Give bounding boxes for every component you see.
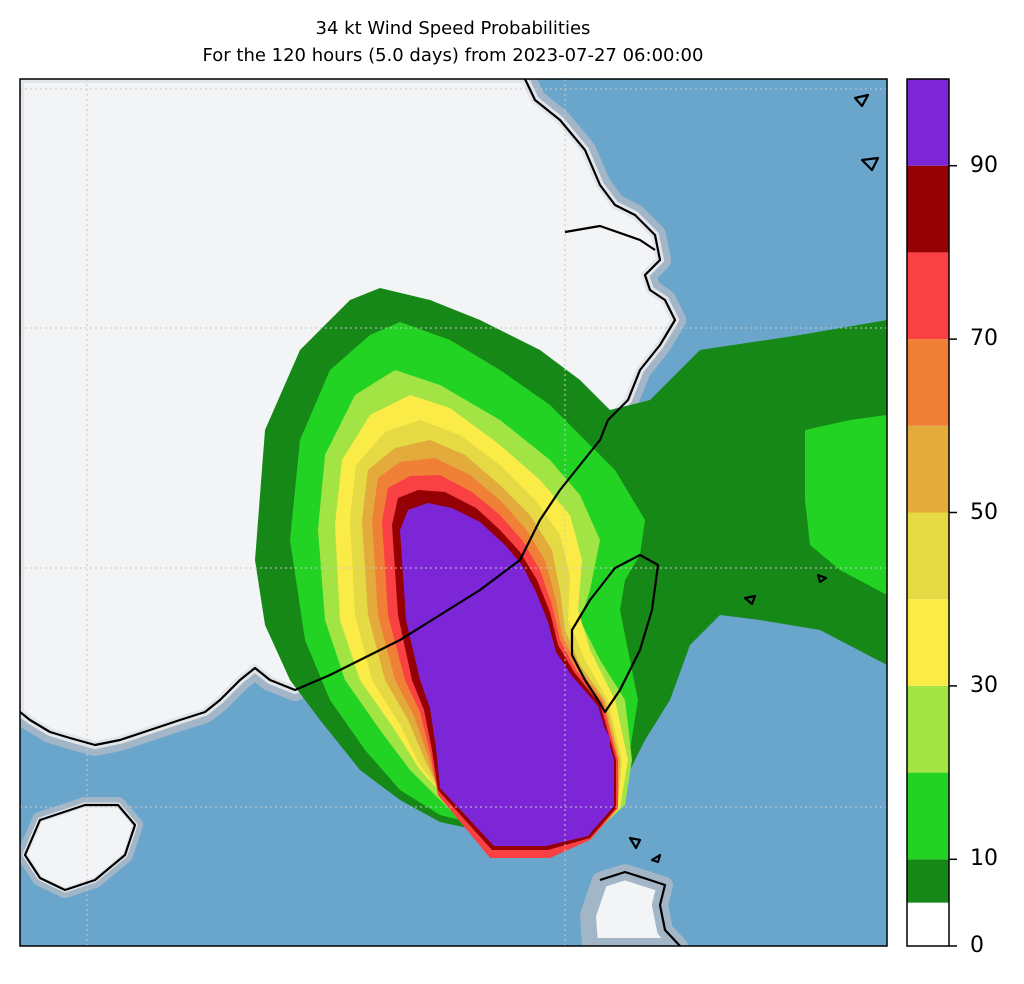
taiwan-coastline (570, 553, 660, 714)
colorbar-segment-50 (907, 425, 949, 513)
colorbar-segment-80 (907, 165, 949, 253)
colorbar-tick-label: 10 (970, 846, 998, 872)
coastlines (20, 79, 880, 946)
colorbar-tick-label: 0 (970, 933, 984, 958)
colorbar-ticks (949, 164, 957, 947)
colorbar-tick-label: 90 (970, 152, 998, 178)
colorbar-tick-label: 70 (970, 326, 998, 352)
colorbar-segment-20 (907, 685, 949, 773)
map-frame (19, 78, 888, 947)
luzon-island (580, 864, 688, 946)
colorbar-tick-label: 30 (970, 672, 998, 698)
colorbar (907, 79, 949, 946)
colorbar-segment-70 (907, 252, 949, 340)
colorbar-segment-5 (907, 859, 949, 903)
colorbar-segment-60 (907, 339, 949, 426)
colorbar-segment-90 (907, 79, 949, 166)
contour-band-east-10 (805, 415, 887, 595)
colorbar-segment-30 (907, 599, 949, 686)
title-line-2: For the 120 hours (5.0 days) from 2023-0… (202, 45, 704, 66)
colorbar-segment-10 (907, 772, 949, 860)
contour-band-100 (412, 515, 610, 836)
colorbar-tick-label: 50 (970, 499, 998, 525)
probability-contours (255, 288, 887, 858)
title-line-1: 34 kt Wind Speed Probabilities (315, 18, 591, 39)
colorbar-segment-0 (907, 902, 949, 946)
colorbar-segment-40 (907, 512, 949, 600)
